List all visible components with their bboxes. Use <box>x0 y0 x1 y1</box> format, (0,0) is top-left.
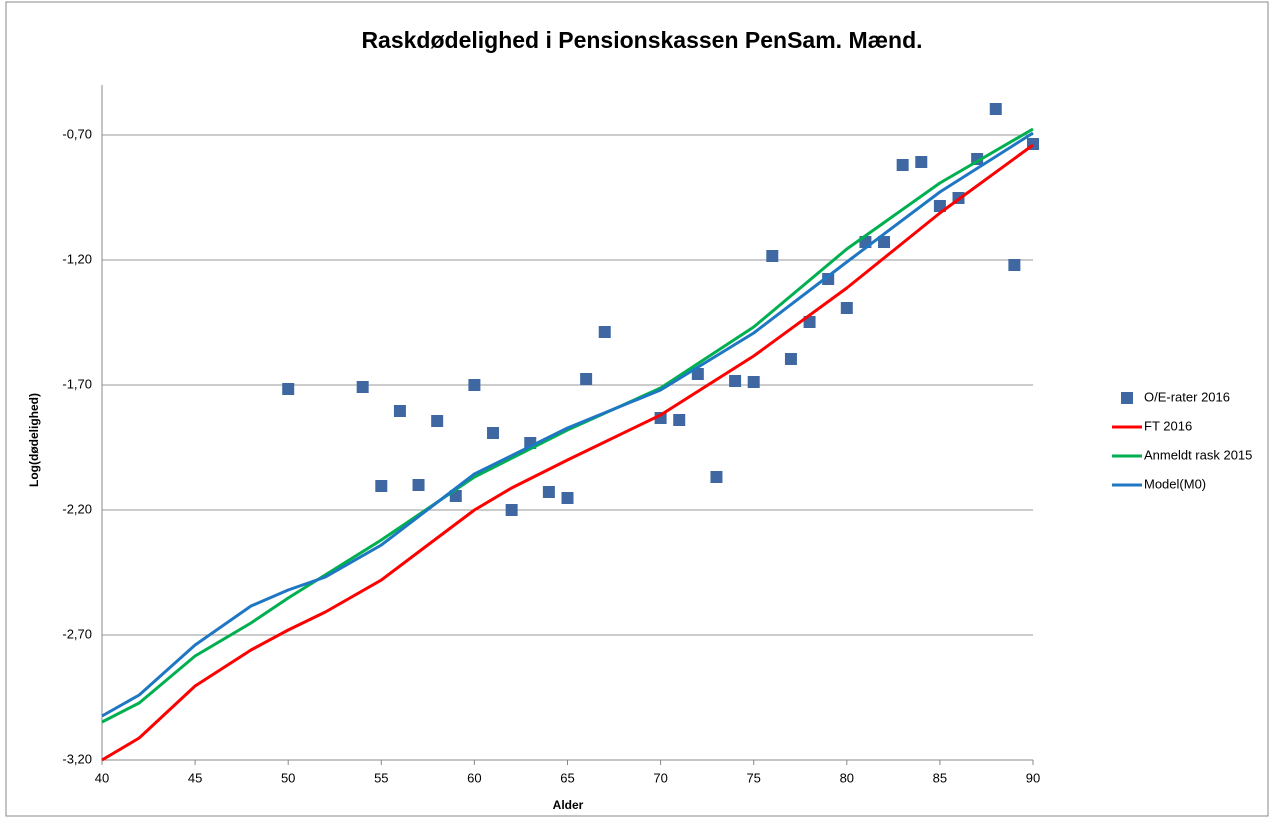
marker <box>710 471 723 483</box>
marker <box>822 273 835 285</box>
legend-marker <box>1121 392 1133 404</box>
line <box>101 143 1034 762</box>
marker <box>766 250 779 262</box>
marker <box>282 383 295 395</box>
chart-title: Raskdødelighed i Pensionskassen PenSam. … <box>361 27 922 53</box>
marker <box>840 302 853 314</box>
marker <box>487 427 500 439</box>
marker <box>375 480 388 492</box>
legend-label: O/E-rater 2016 <box>1144 389 1230 404</box>
marker <box>412 479 425 491</box>
x-tick-label: 40 <box>95 770 109 785</box>
marker <box>561 492 574 504</box>
marker <box>431 415 444 427</box>
chart-border <box>5 1 1269 817</box>
legend-label: FT 2016 <box>1144 418 1192 433</box>
y-tick-label: -1,70 <box>62 376 92 391</box>
marker <box>784 353 797 365</box>
marker <box>673 414 686 426</box>
line <box>101 131 1034 718</box>
x-tick-label: 80 <box>840 770 854 785</box>
marker <box>393 405 406 417</box>
x-tick-label: 45 <box>188 770 202 785</box>
y-tick-label: -0,70 <box>62 126 92 141</box>
x-tick-label: 50 <box>281 770 295 785</box>
x-tick-label: 90 <box>1026 770 1040 785</box>
marker <box>878 236 891 248</box>
x-tick-label: 55 <box>374 770 388 785</box>
marker <box>989 103 1002 115</box>
line <box>101 127 1034 724</box>
y-tick-label: -3,20 <box>62 751 92 766</box>
x-tick-label: 65 <box>560 770 574 785</box>
x-tick-label: 85 <box>933 770 947 785</box>
y-tick-label: -1,20 <box>62 251 92 266</box>
x-tick-label: 75 <box>746 770 760 785</box>
y-tick-label: -2,20 <box>62 501 92 516</box>
legend-label: Anmeldt rask 2015 <box>1144 447 1252 462</box>
x-axis-label: Alder <box>553 798 584 812</box>
marker <box>729 375 742 387</box>
legend-label: Model(M0) <box>1144 476 1206 491</box>
marker <box>915 156 928 168</box>
marker <box>598 326 611 338</box>
marker <box>468 379 481 391</box>
marker <box>1008 259 1021 271</box>
marker <box>505 504 518 516</box>
marker <box>747 376 760 388</box>
marker <box>896 159 909 171</box>
marker <box>542 486 555 498</box>
x-tick-label: 70 <box>653 770 667 785</box>
x-tick-label: 60 <box>467 770 481 785</box>
y-axis-label: Log(dødelighed) <box>27 393 41 487</box>
marker <box>691 368 704 380</box>
marker <box>356 381 369 393</box>
marker <box>580 373 593 385</box>
y-tick-label: -2,70 <box>62 626 92 641</box>
